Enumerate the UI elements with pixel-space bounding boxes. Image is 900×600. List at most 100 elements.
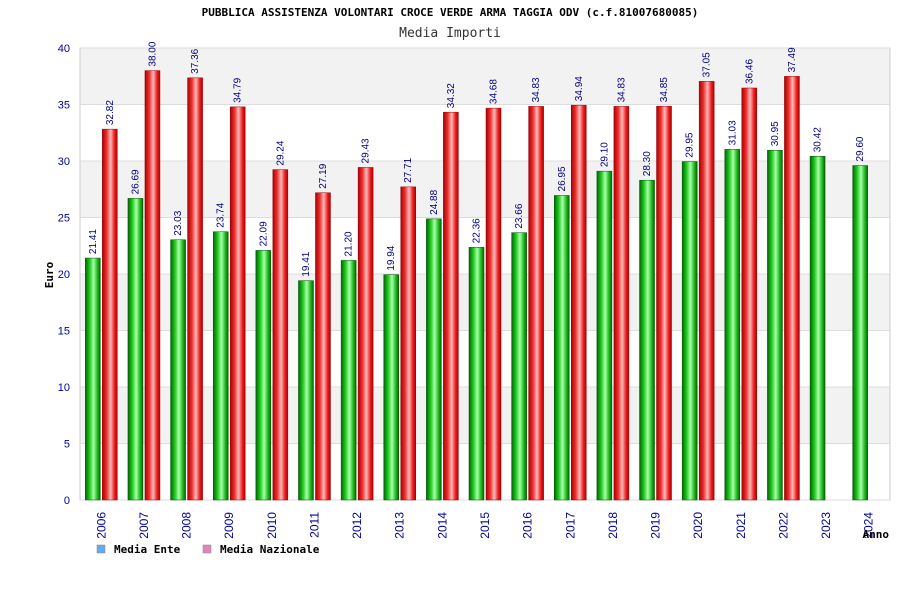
legend: Media Ente Media Nazionale bbox=[96, 543, 320, 556]
bar-media-nazionale bbox=[656, 105, 672, 501]
bar-media-ente bbox=[809, 156, 826, 501]
bar-media-ente bbox=[468, 247, 485, 501]
data-label: 27.71 bbox=[403, 157, 414, 182]
data-label: 34.94 bbox=[574, 76, 585, 101]
legend-label: Media Ente bbox=[114, 543, 181, 556]
bar-media-ente bbox=[340, 260, 357, 501]
y-tick-label: 10 bbox=[58, 382, 70, 394]
bar-media-ente bbox=[85, 257, 101, 501]
bar-media-nazionale bbox=[400, 186, 416, 501]
data-label: 19.94 bbox=[386, 245, 397, 270]
x-tick-label: 2022 bbox=[776, 512, 790, 539]
y-tick-label: 40 bbox=[58, 43, 70, 55]
y-axis-label: Euro bbox=[43, 261, 56, 288]
bar-media-ente bbox=[426, 218, 442, 501]
x-tick-label: 2009 bbox=[222, 512, 236, 539]
data-label: 22.36 bbox=[472, 218, 483, 243]
x-tick-label: 2023 bbox=[819, 512, 833, 539]
chart-title: PUBBLICA ASSISTENZA VOLONTARI CROCE VERD… bbox=[202, 6, 699, 19]
x-tick-label: 2021 bbox=[734, 512, 748, 539]
bar-media-nazionale bbox=[443, 111, 459, 501]
bar-media-nazionale bbox=[187, 77, 203, 501]
x-tick-label: 2012 bbox=[350, 512, 364, 539]
x-tick-label: 2010 bbox=[265, 512, 279, 539]
bar-media-nazionale bbox=[784, 76, 800, 501]
data-label: 34.79 bbox=[233, 77, 244, 102]
bar-media-nazionale bbox=[613, 106, 630, 501]
y-tick-label: 30 bbox=[58, 156, 70, 168]
y-tick-label: 25 bbox=[58, 213, 70, 225]
bar-media-ente bbox=[554, 195, 570, 501]
data-label: 34.68 bbox=[489, 79, 500, 104]
data-label: 26.69 bbox=[130, 169, 141, 194]
x-tick-label: 2015 bbox=[478, 512, 492, 539]
x-tick-label: 2011 bbox=[307, 512, 321, 538]
data-label: 26.95 bbox=[557, 166, 568, 191]
data-label: 29.43 bbox=[361, 138, 372, 163]
bar-media-ente bbox=[170, 239, 186, 501]
data-label: 29.60 bbox=[855, 136, 866, 161]
data-label: 30.42 bbox=[813, 127, 824, 152]
bar-media-nazionale bbox=[315, 192, 331, 501]
data-label: 21.41 bbox=[88, 229, 99, 254]
x-tick-label: 2024 bbox=[862, 512, 876, 539]
bar-media-ente bbox=[212, 231, 229, 501]
bar-media-ente bbox=[681, 161, 698, 501]
data-label: 34.83 bbox=[616, 77, 627, 102]
x-tick-label: 2019 bbox=[649, 512, 663, 539]
bar-media-ente bbox=[724, 149, 741, 501]
bar-media-ente bbox=[298, 280, 314, 501]
bar-media-nazionale bbox=[144, 70, 161, 501]
bar-media-nazionale bbox=[741, 87, 758, 501]
data-label: 22.09 bbox=[258, 221, 269, 246]
data-label: 23.03 bbox=[173, 210, 184, 235]
data-label: 37.49 bbox=[787, 47, 798, 72]
bar-media-ente bbox=[639, 179, 655, 501]
y-axis-ticks: 0 5 10 15 20 25 30 35 40 bbox=[58, 43, 70, 507]
data-label: 34.85 bbox=[659, 77, 670, 102]
data-label: 24.88 bbox=[429, 189, 440, 214]
x-tick-label: 2020 bbox=[691, 512, 705, 539]
data-label: 19.41 bbox=[301, 251, 312, 276]
x-tick-label: 2018 bbox=[606, 512, 620, 539]
bar-media-ente bbox=[127, 198, 144, 501]
y-tick-label: 35 bbox=[58, 100, 70, 112]
data-label: 38.00 bbox=[147, 41, 158, 66]
y-tick-label: 0 bbox=[64, 495, 70, 507]
y-tick-label: 20 bbox=[58, 269, 70, 281]
data-label: 29.10 bbox=[599, 142, 610, 167]
data-label: 21.20 bbox=[344, 231, 355, 256]
bar-media-nazionale bbox=[571, 104, 587, 501]
bar-media-ente bbox=[596, 170, 613, 501]
data-label: 23.74 bbox=[216, 202, 227, 227]
data-label: 31.03 bbox=[727, 120, 738, 145]
x-axis-label: Anno bbox=[863, 528, 890, 541]
bar-media-nazionale bbox=[229, 106, 246, 501]
bar-media-nazionale bbox=[357, 167, 374, 501]
data-labels: 21.41 32.82 26.69 38.00 23.03 37.36 23.74 34.79… bbox=[88, 41, 866, 277]
bar-media-ente bbox=[255, 250, 272, 501]
bar-media-nazionale bbox=[102, 128, 118, 501]
data-label: 28.30 bbox=[642, 151, 653, 176]
legend-swatch bbox=[202, 544, 212, 554]
x-axis-ticks: 2006 2007 2008 2009 2010 2011 2012 2013 2014 2015… bbox=[94, 512, 875, 539]
bar-media-nazionale bbox=[528, 106, 544, 501]
legend-label: Media Nazionale bbox=[220, 543, 320, 556]
x-tick-label: 2014 bbox=[435, 512, 449, 539]
bar-media-ente bbox=[383, 274, 399, 501]
y-tick-label: 5 bbox=[64, 439, 70, 451]
legend-swatch bbox=[96, 544, 106, 554]
data-label: 32.82 bbox=[105, 100, 116, 125]
x-tick-label: 2006 bbox=[94, 512, 108, 539]
x-tick-label: 2013 bbox=[393, 512, 407, 539]
bar-media-ente bbox=[767, 150, 783, 501]
x-tick-label: 2007 bbox=[137, 512, 151, 539]
x-tick-label: 2008 bbox=[180, 512, 194, 539]
bars bbox=[85, 70, 868, 501]
data-label: 29.95 bbox=[685, 132, 696, 157]
data-label: 37.36 bbox=[190, 48, 201, 73]
data-label: 23.66 bbox=[514, 203, 525, 228]
data-label: 34.83 bbox=[531, 77, 542, 102]
data-label: 27.19 bbox=[318, 163, 329, 188]
